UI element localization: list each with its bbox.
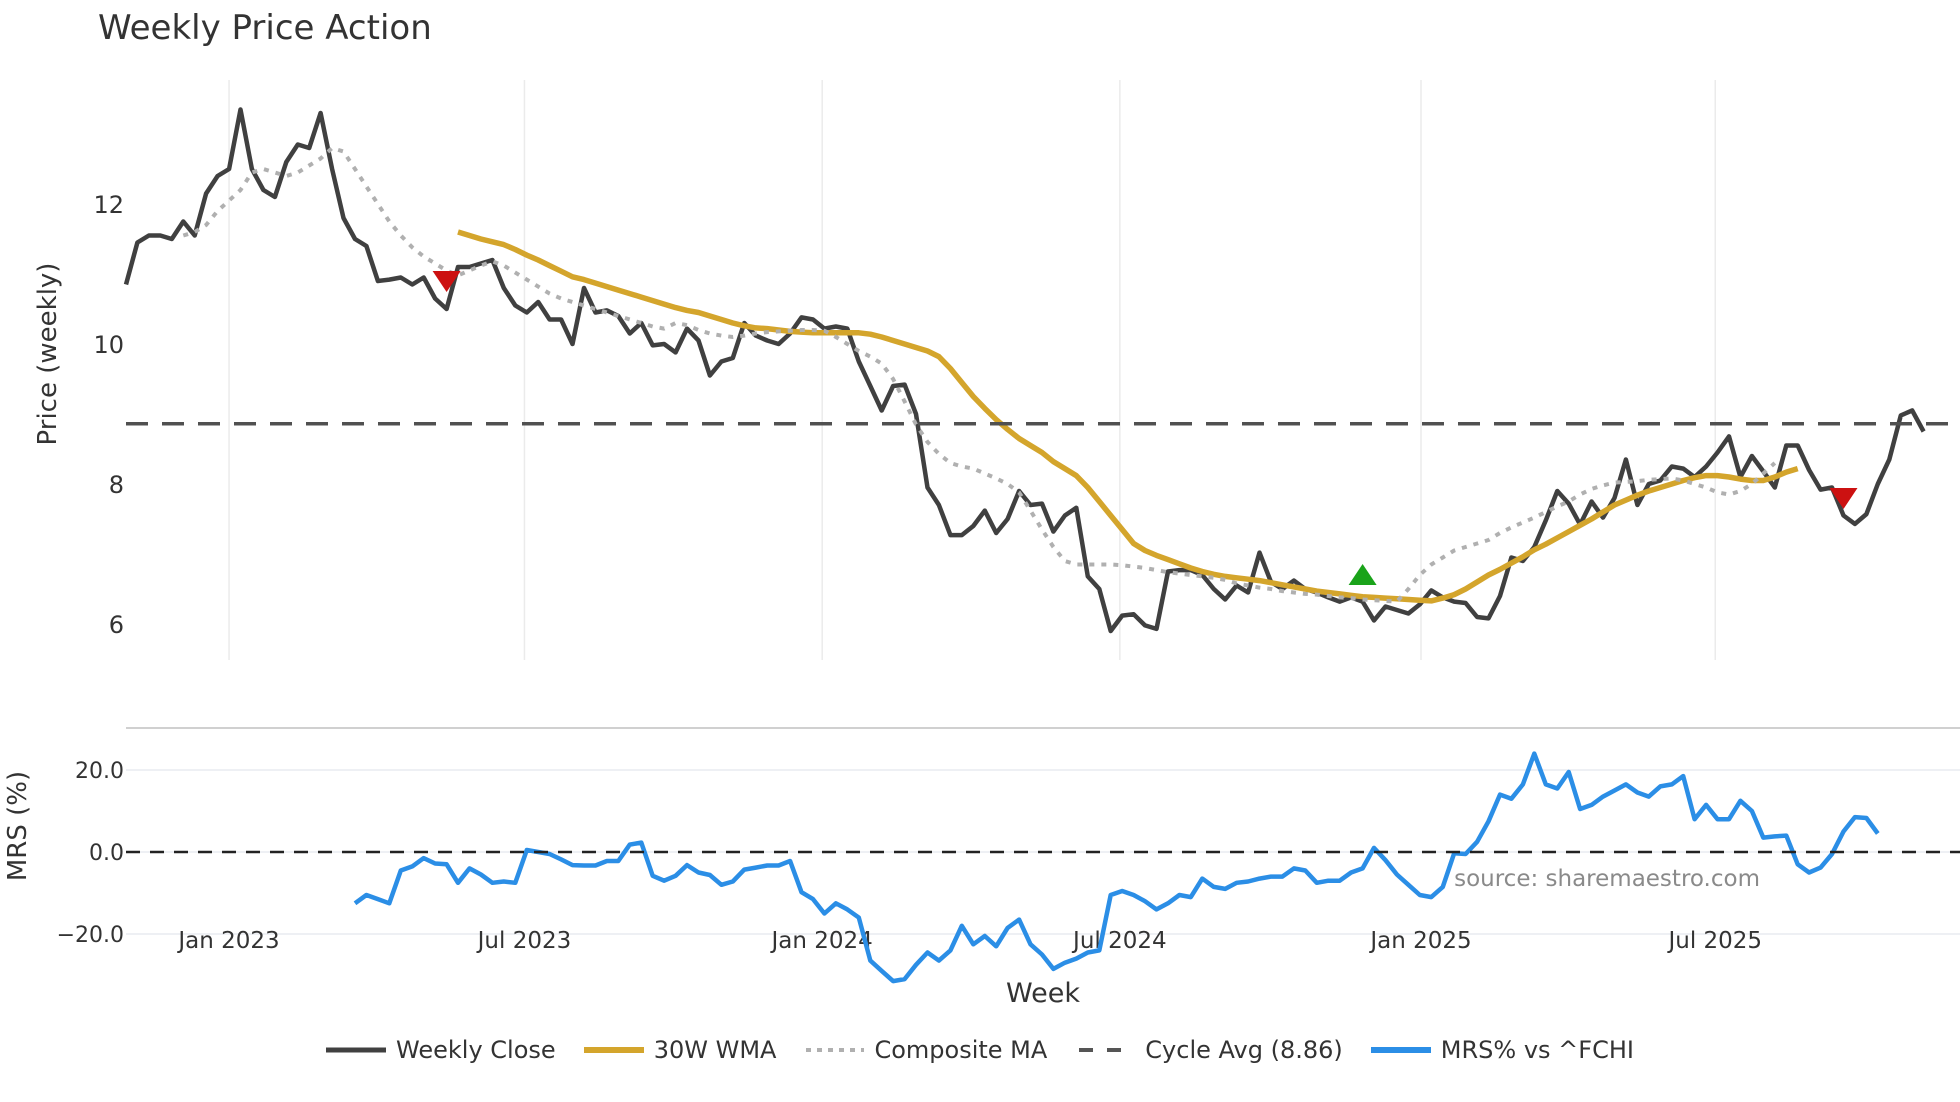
solid-line-swatch-icon: [1370, 1047, 1431, 1053]
30w-wma-line: [457, 229, 1799, 604]
price-y-tick-label: 8: [109, 471, 124, 499]
mrs-line: [353, 751, 1880, 984]
price-gridlines: [228, 80, 1717, 660]
legend-label: Cycle Avg (8.86): [1145, 1036, 1343, 1064]
sell-signal-icon: [1829, 488, 1858, 509]
legend-item-30w-wma[interactable]: 30W WMA: [583, 1036, 777, 1064]
mrs-y-tick-label: 0.0: [89, 841, 124, 866]
x-axis: Jan 2023 Jul 2023 Jan 2024 Jul 2024 Jan 2025…: [176, 928, 1762, 954]
price-series-layer: [123, 107, 1960, 634]
signal-markers: [432, 271, 1858, 585]
price-y-tick-label: 6: [109, 611, 124, 639]
mrs-y-tick-label: −20.0: [57, 923, 124, 948]
sell-signal-icon: [432, 271, 461, 292]
legend-item-cycle-avg[interactable]: Cycle Avg (8.86): [1075, 1036, 1343, 1064]
chart-title: Weekly Price Action: [98, 8, 432, 48]
mrs-y-tick-label: 20.0: [75, 759, 124, 784]
legend-label: 30W WMA: [653, 1036, 777, 1064]
price-y-axis-label: Price (weekly): [33, 263, 63, 446]
x-tick-label: Jul 2025: [1666, 928, 1762, 954]
buy-signal-icon: [1348, 564, 1377, 585]
price-y-axis: 6 8 10 12: [93, 191, 124, 639]
dashed-line-swatch-icon: [1079, 1048, 1136, 1052]
mrs-y-axis: −20.0 0.0 20.0: [57, 759, 124, 948]
x-tick-label: Jan 2023: [176, 928, 279, 954]
x-axis-label: Week: [1006, 978, 1080, 1009]
legend-label: MRS% vs ^FCHI: [1440, 1036, 1634, 1064]
weekly-close-line: [123, 107, 1926, 634]
x-tick-label: Jan 2025: [1368, 928, 1471, 954]
mrs-series-layer: [126, 751, 1960, 984]
source-annotation: source: sharemaestro.com: [1454, 866, 1760, 892]
legend-item-weekly-close[interactable]: Weekly Close: [326, 1036, 556, 1064]
price-y-tick-label: 10: [93, 331, 124, 359]
price-y-tick-label: 12: [93, 191, 124, 219]
legend-label: Weekly Close: [396, 1036, 556, 1064]
mrs-y-axis-label: MRS (%): [3, 771, 33, 881]
legend-label: Composite MA: [874, 1036, 1048, 1064]
composite-ma-line: [182, 146, 1777, 604]
legend: Weekly Close 30W WMA Composite MA Cycle …: [0, 1036, 1960, 1064]
dotted-line-swatch-icon: [806, 1048, 865, 1052]
x-tick-label: Jul 2023: [476, 928, 572, 954]
solid-line-swatch-icon: [583, 1047, 644, 1053]
legend-item-composite-ma[interactable]: Composite MA: [804, 1036, 1047, 1064]
x-tick-label: Jan 2024: [770, 928, 873, 954]
solid-line-swatch-icon: [326, 1047, 387, 1053]
legend-item-mrs[interactable]: MRS% vs ^FCHI: [1370, 1036, 1634, 1064]
x-tick-label: Jul 2024: [1071, 928, 1167, 954]
